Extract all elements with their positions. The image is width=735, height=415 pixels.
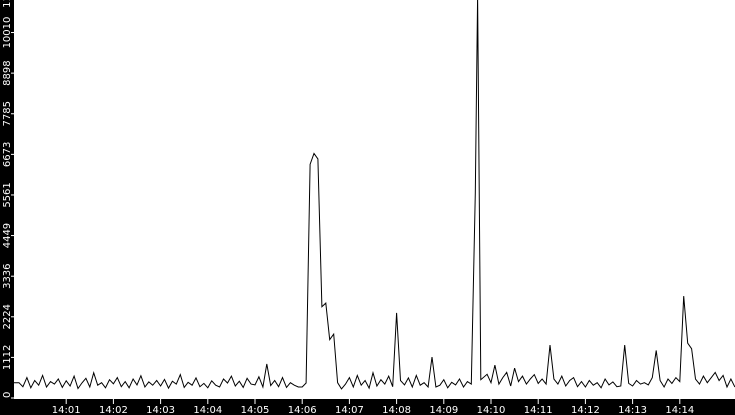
- x-tick-label: 14:10: [477, 405, 506, 415]
- y-tick-label: 6673: [2, 142, 13, 167]
- x-tick-label: 14:08: [382, 405, 411, 415]
- plot-area: [14, 0, 735, 399]
- x-axis: 14:01 14:02 14:03 14:04 14:05 14:06 14:07 14:08…: [52, 399, 694, 415]
- y-tick-label: 5561: [2, 182, 13, 207]
- x-tick-label: 14:04: [193, 405, 222, 415]
- x-tick-label: 14:14: [665, 405, 694, 415]
- x-tick-label: 14:13: [618, 405, 647, 415]
- y-tick-label: 7785: [2, 101, 13, 126]
- x-tick-label: 14:02: [99, 405, 128, 415]
- y-tick-label: 8898: [2, 60, 13, 85]
- x-tick-label: 14:01: [52, 405, 81, 415]
- y-tick-label: 2224: [2, 304, 13, 329]
- x-tick-label: 14:11: [524, 405, 553, 415]
- y-tick-label: 1112: [2, 345, 13, 370]
- y-axis: 0 1112 2224 3336 4449 5561 6673 7785 8898 10010 11…: [2, 0, 14, 399]
- y-tick-label: 4449: [2, 223, 13, 248]
- y-tick-label: 3336: [2, 263, 13, 288]
- x-tick-label: 14:03: [146, 405, 175, 415]
- x-tick-label: 14:05: [241, 405, 270, 415]
- x-tick-label: 14:07: [335, 405, 364, 415]
- y-tick-label: 10010: [2, 17, 13, 49]
- y-tick-label: 0: [2, 392, 13, 398]
- x-tick-label: 14:09: [429, 405, 458, 415]
- x-tick-label: 14:06: [288, 405, 317, 415]
- series-line: [14, 0, 735, 390]
- x-tick-label: 14:12: [571, 405, 600, 415]
